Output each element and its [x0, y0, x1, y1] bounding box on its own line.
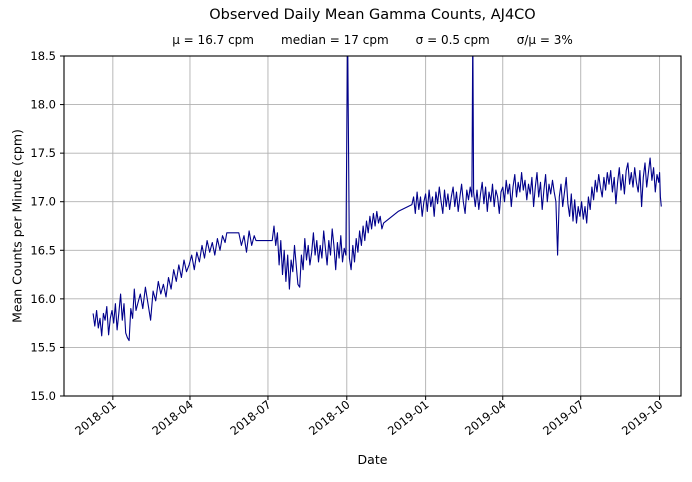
x-tick-label: 2019-07: [540, 397, 586, 438]
stat-mean: μ = 16.7 cpm: [172, 33, 254, 47]
data-line: [92, 56, 662, 342]
chart-title: Observed Daily Mean Gamma Counts, AJ4CO: [209, 7, 536, 23]
x-tick-label: 2019-04: [462, 397, 508, 438]
stat-median: median = 17 cpm: [281, 33, 389, 47]
y-tick-label: 16.0: [30, 292, 56, 306]
plot-border: [63, 55, 682, 397]
y-tick-label: 18.0: [30, 98, 56, 112]
y-tick-label: 17.0: [30, 195, 56, 209]
y-tick-label: 15.5: [30, 340, 56, 354]
x-tick-label: 2018-01: [72, 397, 118, 438]
x-tick-label: 2019-10: [619, 397, 665, 438]
x-tick-label: 2018-10: [306, 397, 352, 438]
x-tick-label: 2018-07: [227, 397, 273, 438]
y-tick-label: 18.5: [30, 49, 56, 63]
x-tick-label: 2019-01: [385, 397, 431, 438]
y-tick-label: 15.0: [30, 389, 56, 403]
y-axis-label: Mean Counts per Minute (cpm): [9, 129, 25, 323]
chart-subtitle: μ = 16.7 cpm median = 17 cpm σ = 0.5 cpm…: [64, 33, 681, 47]
x-tick-label: 2018-04: [149, 397, 195, 438]
x-axis-label: Date: [357, 452, 388, 467]
stat-cv: σ/μ = 3%: [516, 33, 573, 47]
y-tick-label: 16.5: [30, 243, 56, 257]
y-tick-label: 17.5: [30, 146, 56, 160]
stat-sigma: σ = 0.5 cpm: [415, 33, 490, 47]
